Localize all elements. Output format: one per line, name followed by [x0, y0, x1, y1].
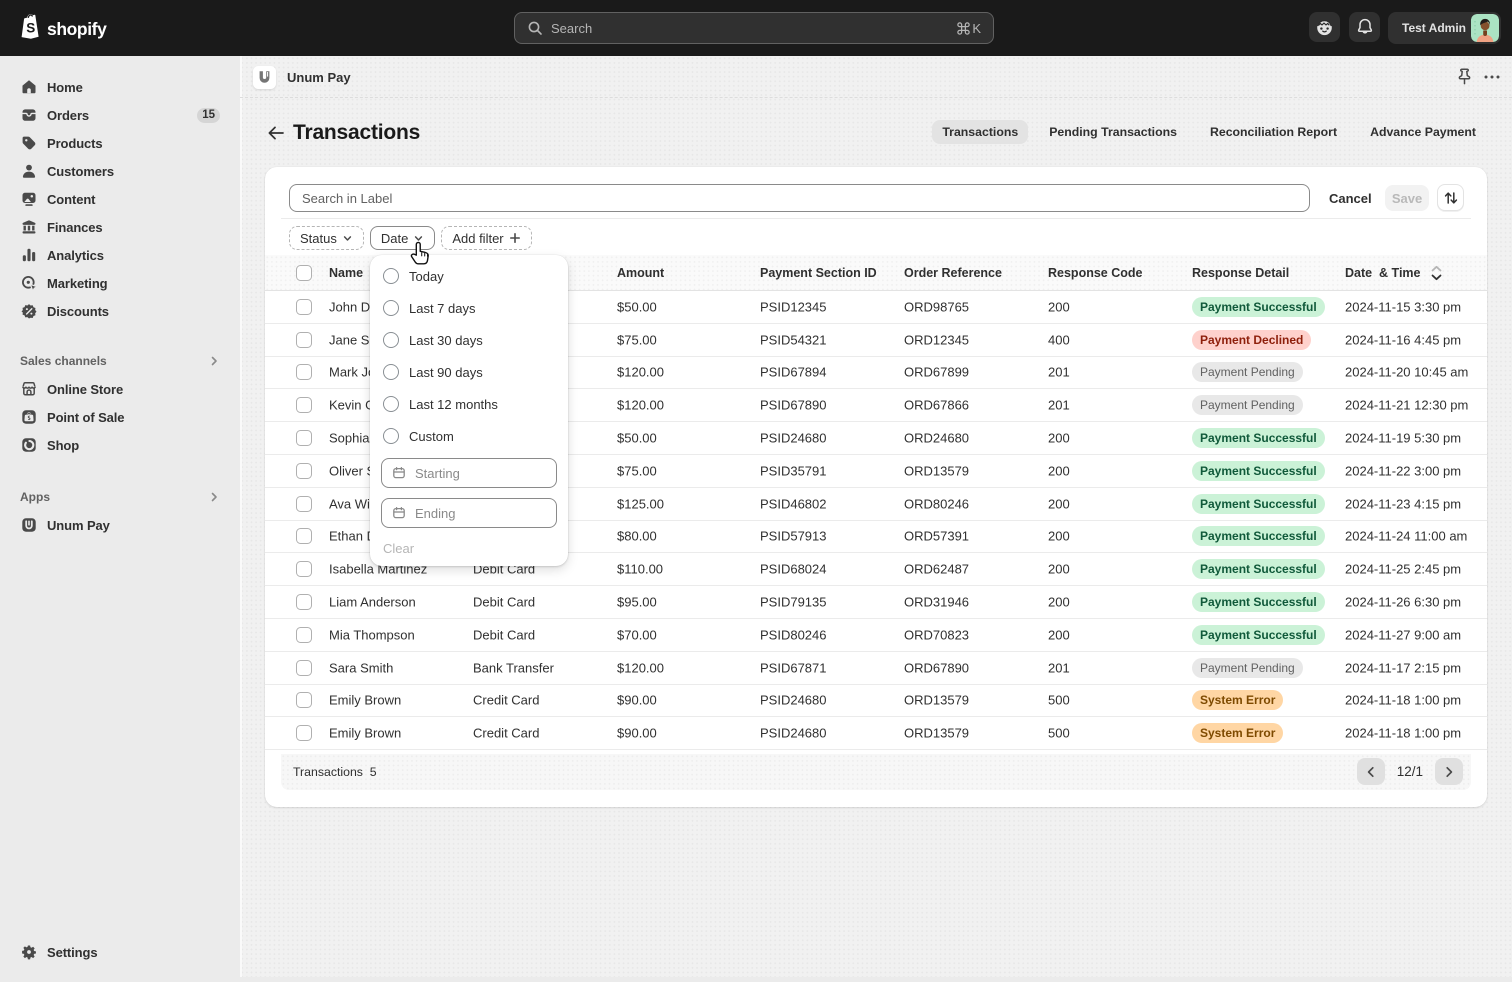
svg-text:S: S: [26, 21, 35, 36]
